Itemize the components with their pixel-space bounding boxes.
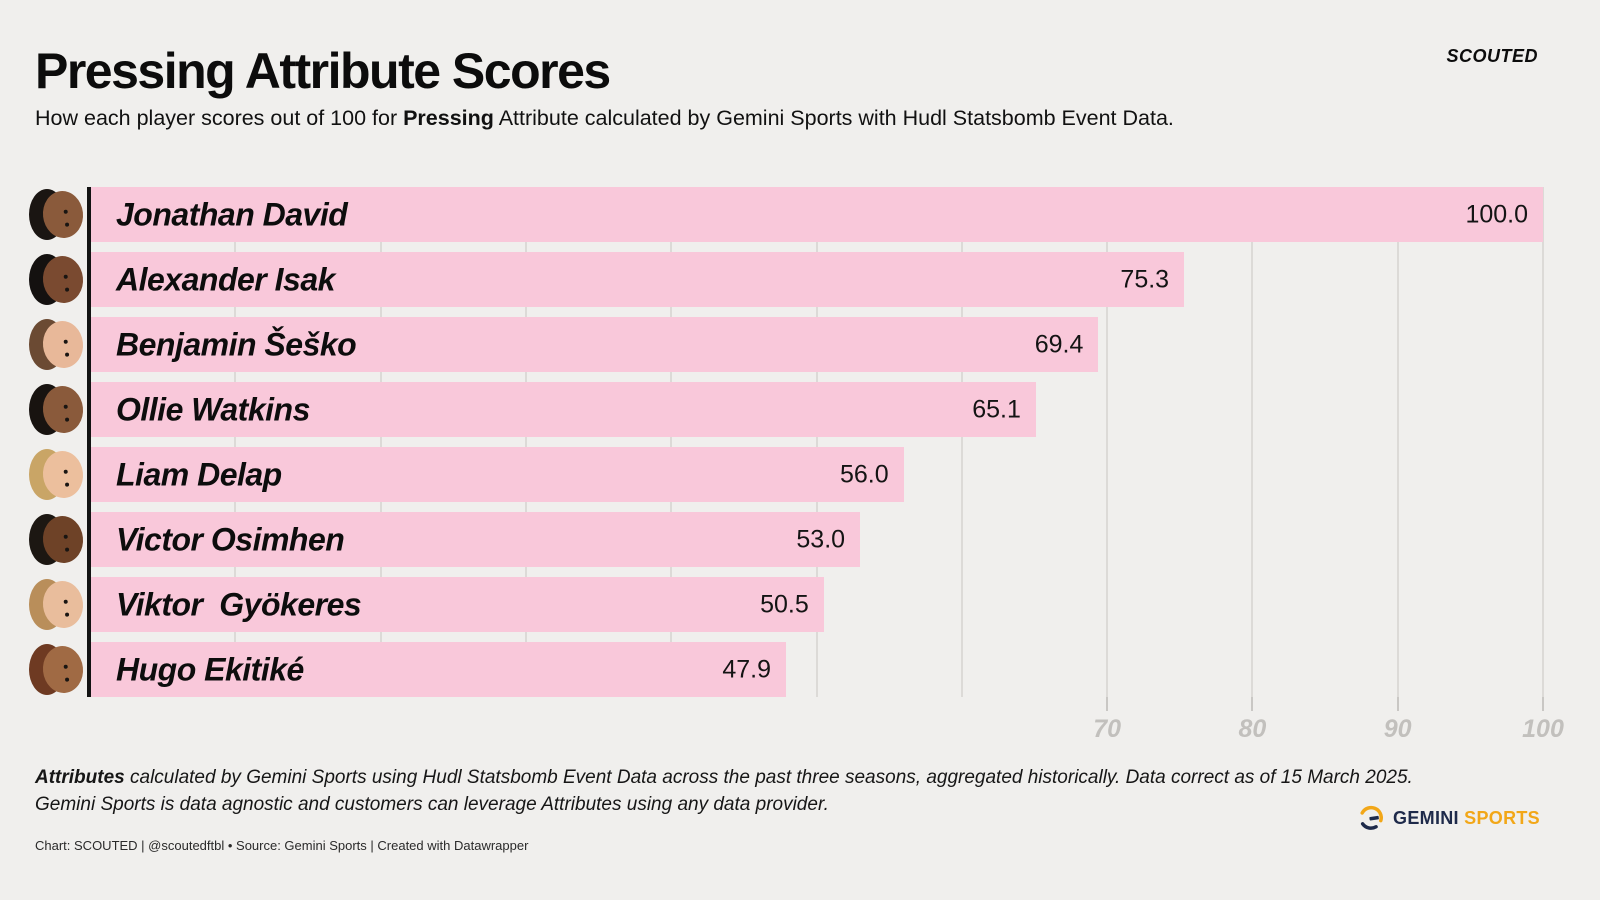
player-avatar [28,447,86,502]
player-name-label: Hugo Ekitiké [116,651,304,687]
player-name-label: Alexander Isak [116,261,335,297]
player-name-label: Victor Osimhen [116,521,345,557]
player-name-label: Viktor Gyökeres [116,586,362,622]
footer-note-line1-text: calculated by Gemini Sports using Hudl S… [124,767,1413,788]
player-avatar [28,317,86,372]
gridline [379,187,382,697]
bar-value-label: 75.3 [1120,265,1170,293]
gemini-sports-wordmark: GEMINI SPORTS [1393,808,1540,829]
chart-credit-line: Chart: SCOUTED | @scoutedftbl • Source: … [35,838,529,853]
bar-row: Viktor Gyökeres 50.5 [29,577,1543,632]
avatar-eye [63,664,68,669]
gridline [1106,187,1109,697]
bar-value-label: 47.9 [722,655,771,683]
gridline [1251,187,1254,697]
avatar-eye [64,677,70,682]
bar-value-label: 53.0 [796,525,846,553]
bar: Liam Delap 56.0 [90,447,904,502]
avatar-eye [63,469,68,474]
gridline [234,187,237,697]
bar: Victor Osimhen 53.0 [90,512,861,567]
player-avatar [28,382,86,437]
x-tick [1396,697,1399,711]
bar-value-label: 50.5 [760,590,809,618]
x-axis: 70 80 90 100 [90,697,1564,757]
subtitle-prefix: How each player scores out of 100 for [35,106,404,130]
gemini-sports-icon [1357,804,1385,832]
gridline [670,187,673,697]
bar-row: Benjamin Šeško 69.4 [29,317,1543,372]
avatar-eye [63,339,68,344]
footer-note-line2: Gemini Sports is data agnostic and custo… [35,794,829,815]
subtitle-suffix: Attribute calculated by Gemini Sports wi… [493,106,1174,130]
page-title: Pressing Attribute Scores [35,43,611,99]
avatar-eye [63,209,68,214]
gridline [1396,187,1399,697]
player-avatar [28,252,86,307]
player-avatar [28,187,86,242]
avatar-eye [64,417,70,422]
avatar-eye [64,287,70,292]
player-name-label: Benjamin Šeško [116,326,357,362]
gemini-word: GEMINI [1393,807,1459,828]
avatar-eye [64,222,70,227]
gridline [524,187,527,697]
x-tick-label: 70 [1093,715,1121,743]
bar-row: Jonathan David 100.0 [29,187,1543,242]
x-tick-label: 100 [1522,715,1564,743]
player-name-label: Liam Delap [116,456,282,492]
avatar-eye [63,274,68,279]
x-tick [1542,697,1544,711]
avatar-eye [63,599,68,604]
plot-area: Jonathan David 100.0 Alexander Isak 75.3 Ben… [29,187,1564,743]
bar: Hugo Ekitiké 47.9 [90,642,786,697]
bar-rows: Jonathan David 100.0 Alexander Isak 75.3 Ben… [29,187,1543,697]
bar: Benjamin Šeško 69.4 [90,317,1099,372]
player-avatar [28,642,86,697]
player-name-label: Ollie Watkins [116,391,310,427]
avatar-eye [63,534,68,539]
bar-row: Liam Delap 56.0 [29,447,1543,502]
bar: Alexander Isak 75.3 [90,252,1185,307]
avatar-eye [64,547,70,552]
x-tick [1106,697,1109,711]
footer-note-line1: Attributes calculated by Gemini Sports u… [35,764,1413,791]
bar-value-label: 56.0 [840,460,889,488]
footer-notes: Attributes calculated by Gemini Sports u… [35,764,1413,818]
scouted-logo: SCOUTED [1446,46,1538,66]
x-tick [1251,697,1254,711]
subtitle-bold-word: Pressing [403,106,494,130]
y-axis-line [87,187,91,697]
chart-subtitle: How each player scores out of 100 for Pr… [35,106,1174,131]
avatar-eye [64,352,70,357]
bar-value-label: 65.1 [972,395,1021,423]
bar-value-label: 100.0 [1465,200,1528,228]
bar-row: Ollie Watkins 65.1 [29,382,1543,437]
x-tick-label: 80 [1238,715,1267,743]
gemini-sports-logo: GEMINI SPORTS [1357,804,1540,832]
player-name-label: Jonathan David [116,196,348,232]
avatar-eye [64,482,70,487]
gridline [815,187,818,697]
gridlines [90,187,1544,697]
gridline [960,187,963,697]
footer-note-bold: Attributes [35,767,125,788]
bar: Viktor Gyökeres 50.5 [90,577,824,632]
x-tick-label: 90 [1383,715,1412,743]
avatar-eye [63,404,68,409]
player-avatar [28,577,86,632]
bar-value-label: 69.4 [1034,330,1084,358]
player-avatar [28,512,86,567]
gridline [1542,187,1544,697]
bar-row: Victor Osimhen 53.0 [29,512,1543,567]
avatar-eye [64,612,70,617]
sports-word: SPORTS [1464,807,1540,828]
bar-row: Alexander Isak 75.3 [29,252,1543,307]
bar: Jonathan David 100.0 [90,187,1543,242]
bar-row: Hugo Ekitiké 47.9 [29,642,1543,697]
bar: Ollie Watkins 65.1 [90,382,1036,437]
